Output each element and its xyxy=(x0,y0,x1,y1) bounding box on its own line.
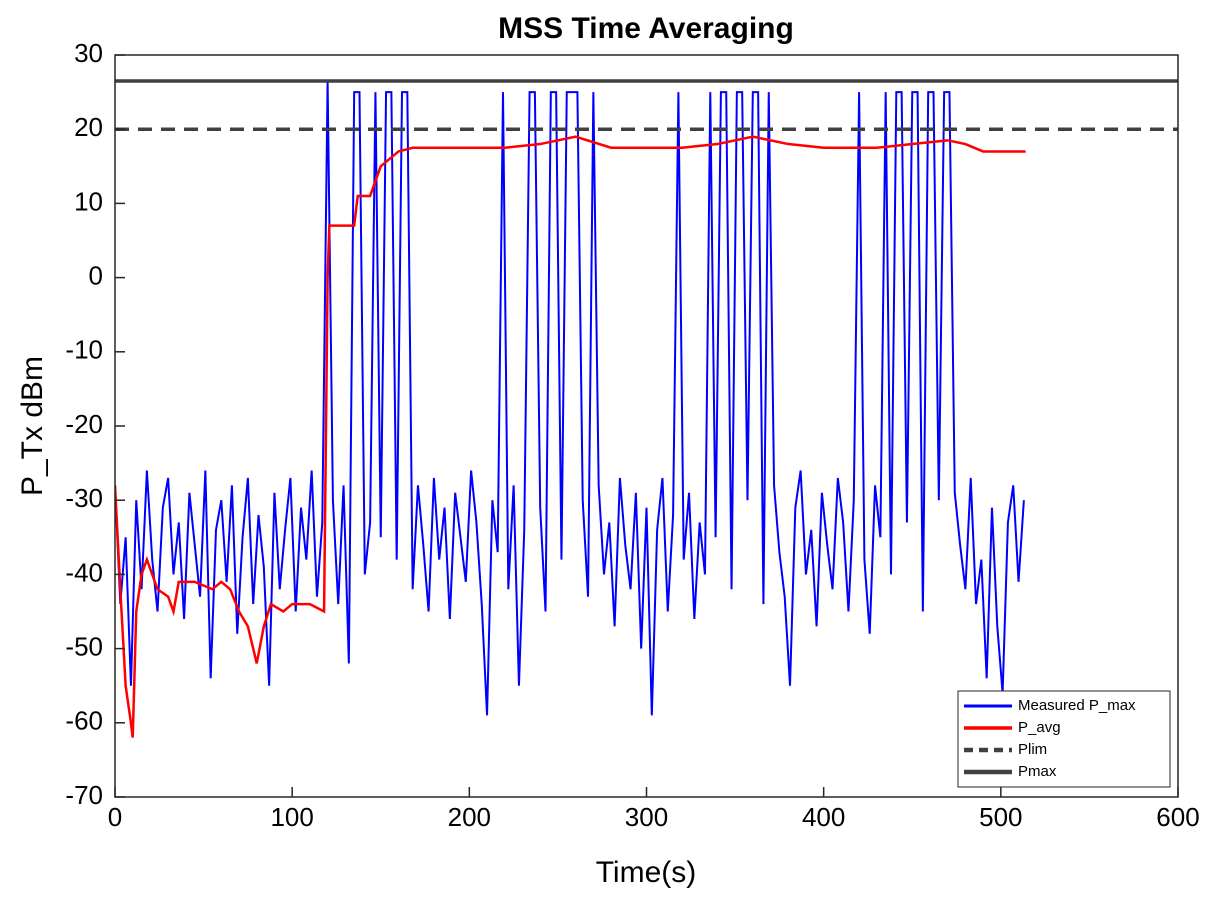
y-tick-label: -10 xyxy=(65,335,103,365)
y-tick-label: -20 xyxy=(65,409,103,439)
series-line xyxy=(115,135,1026,738)
legend-label: Pmax xyxy=(1018,763,1057,780)
y-tick-label: 30 xyxy=(74,38,103,68)
plot-area xyxy=(115,55,1178,797)
legend-label: P_avg xyxy=(1018,719,1061,736)
y-tick-label: -70 xyxy=(65,780,103,810)
x-tick-label: 300 xyxy=(625,802,668,832)
legend: Measured P_max P_avg Plim Pmax xyxy=(957,690,1171,788)
x-tick-label: 0 xyxy=(108,802,122,832)
y-tick-label: -50 xyxy=(65,631,103,661)
x-tick-label: 400 xyxy=(802,802,845,832)
y-tick-label: 10 xyxy=(74,186,103,216)
x-tick-label: 500 xyxy=(979,802,1022,832)
legend-label: Measured P_max xyxy=(1018,697,1136,714)
x-tick-label: 600 xyxy=(1156,802,1199,832)
x-tick-label: 200 xyxy=(448,802,491,832)
x-axis-label: Time(s) xyxy=(596,856,697,889)
x-tick-label: 100 xyxy=(270,802,313,832)
y-tick-label: -40 xyxy=(65,557,103,587)
series-line xyxy=(115,80,1025,716)
y-tick-label: 20 xyxy=(74,112,103,142)
chart-title: MSS Time Averaging xyxy=(498,12,794,45)
y-tick-label: -60 xyxy=(65,706,103,736)
legend-label: Plim xyxy=(1018,741,1047,758)
y-tick-label: 0 xyxy=(89,260,103,290)
y-axis-label: P_Tx dBm xyxy=(16,356,49,496)
y-tick-label: -30 xyxy=(65,483,103,513)
